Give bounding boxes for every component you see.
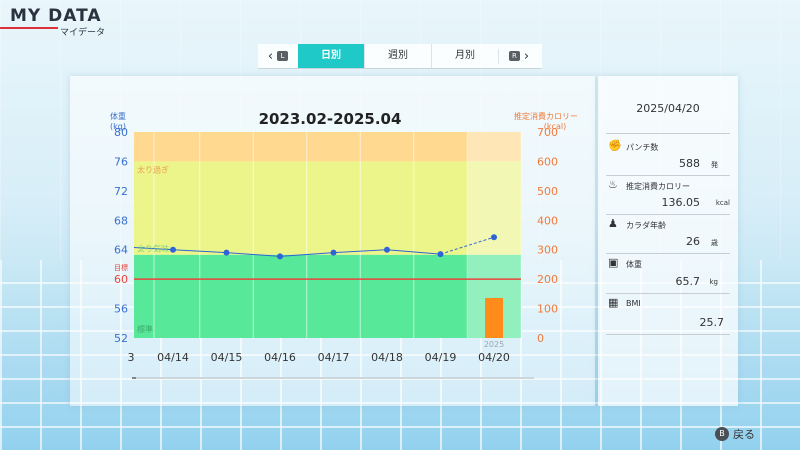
weight-point <box>491 234 497 241</box>
left-axis-label: 体重 (kg) <box>110 112 126 131</box>
weight-line-segment <box>172 249 227 254</box>
x-tick-label: 04/14 <box>157 351 189 364</box>
left-tick-label: 68 <box>114 214 128 227</box>
weight-line-segment <box>386 249 441 255</box>
year-label: 2025 <box>484 340 504 349</box>
punch-unit: 発 <box>711 161 718 169</box>
right-tick-label: 600 <box>537 155 558 168</box>
body-age-unit: 歳 <box>711 239 718 247</box>
muscle-icon: ♟ <box>608 217 618 230</box>
kcal-unit: kcal <box>715 199 730 207</box>
chevron-right-icon: › <box>523 48 530 64</box>
zone-label-over: 太り過ぎ <box>137 164 169 174</box>
zone-band <box>134 161 521 255</box>
flame-icon: ♨ <box>608 178 618 191</box>
right-axis-label: 推定消費カロリー (kcal) <box>514 112 578 131</box>
l-button-icon: L <box>277 51 289 61</box>
x-tick-label: 04/19 <box>425 351 457 364</box>
right-tick-label: 200 <box>537 273 558 286</box>
weight-value: 65.7 <box>675 275 701 288</box>
right-tick-label: 700 <box>537 126 558 139</box>
zone-band <box>134 132 521 162</box>
x-tick-label: 04/20 <box>478 351 510 364</box>
b-button-icon: B <box>715 427 729 441</box>
weight-point <box>277 253 283 260</box>
bmi-value: 25.7 <box>699 316 725 329</box>
weight-point <box>384 246 390 253</box>
chevron-left-icon: ‹ <box>267 48 274 64</box>
right-tick-label: 300 <box>537 244 558 257</box>
weight-point <box>437 251 444 258</box>
zone-label-overweight: 太り気味 <box>137 244 169 254</box>
x-tick-label: 04/16 <box>264 351 296 364</box>
weight-label: 体重 <box>626 260 642 269</box>
divider <box>606 214 730 215</box>
glove-icon: ✊ <box>608 139 622 152</box>
left-tick-label: 56 <box>114 303 128 316</box>
kcal-value: 136.05 <box>661 196 701 209</box>
left-tick-label: 72 <box>114 185 128 198</box>
detail-date: 2025/04/20 <box>636 102 700 115</box>
left-tick-label: 80 <box>114 126 128 139</box>
kcal-label: 推定消費カロリー <box>626 182 690 191</box>
weight-point <box>170 246 176 253</box>
weight-line-segment <box>226 252 281 257</box>
chart-title: 2023.02-2025.04 <box>258 110 402 128</box>
kcal-bar <box>485 297 503 338</box>
x-tick-label: 3 <box>128 351 135 364</box>
body-age-label: カラダ年齢 <box>626 221 666 230</box>
right-tick-label: 400 <box>537 214 558 227</box>
tab-weekly[interactable]: 週別 <box>364 44 431 68</box>
divider <box>606 133 730 134</box>
left-tick-label: 64 <box>114 244 128 257</box>
tab-prev-button[interactable]: ‹ L <box>258 49 298 64</box>
title-underline <box>0 27 58 29</box>
left-tick-label: 76 <box>114 155 128 168</box>
scale-icon: ▣ <box>608 256 619 269</box>
weight-line-segment <box>279 252 334 257</box>
zone-label-normal: 標準 <box>137 324 153 334</box>
weight-point <box>223 249 230 256</box>
right-tick-label: 0 <box>537 332 544 345</box>
bmi-label: BMI <box>626 299 641 308</box>
x-tick-label: 04/17 <box>318 351 350 364</box>
left-tick-label: 60 <box>114 273 128 286</box>
punch-value: 588 <box>679 157 700 170</box>
x-tick-label: 04/15 <box>211 351 243 364</box>
weight-line-segment <box>440 236 495 255</box>
weight-line-segment <box>133 247 174 251</box>
weight-line-segment <box>333 249 388 254</box>
right-tick-label: 500 <box>537 185 558 198</box>
body-age-value: 26 <box>686 235 700 248</box>
weight-unit: kg <box>709 278 719 286</box>
period-tabbar: ‹ L 日別 週別 月別 R › <box>258 44 542 69</box>
right-tick-label: 100 <box>537 303 558 316</box>
detail-panel: 2025/04/20 ✊ パンチ数 588 発 ♨ 推定消費カロリー 136.0… <box>598 76 738 406</box>
x-tick-label: 04/18 <box>371 351 403 364</box>
calculator-icon: ▦ <box>608 296 619 309</box>
r-button-icon: R <box>508 51 520 61</box>
left-tick-label: 52 <box>114 332 128 345</box>
divider <box>606 175 730 176</box>
back-button[interactable]: B 戻る <box>715 426 755 442</box>
tab-monthly[interactable]: 月別 <box>431 44 498 68</box>
page-subtitle: マイデータ <box>60 28 106 38</box>
divider <box>606 334 730 335</box>
target-label: 目標 <box>114 263 128 272</box>
tab-next-button[interactable]: R › <box>498 48 539 64</box>
weight-point <box>330 249 337 256</box>
punch-label: パンチ数 <box>626 143 659 152</box>
zone-band <box>134 254 521 338</box>
divider <box>606 253 730 254</box>
back-label: 戻る <box>733 428 755 441</box>
tab-daily[interactable]: 日別 <box>298 44 364 68</box>
divider <box>606 293 730 294</box>
page-title: MY DATA <box>10 6 102 26</box>
